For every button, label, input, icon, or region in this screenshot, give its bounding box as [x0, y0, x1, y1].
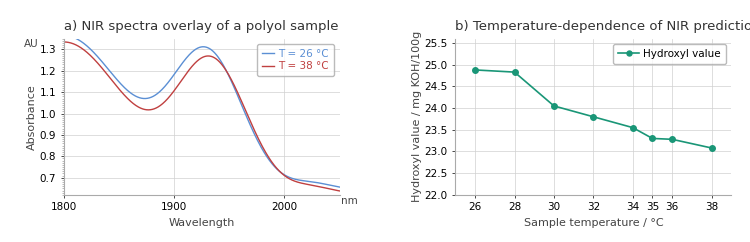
- T = 38 °C: [279, 174, 288, 176]
- Line: T = 38 °C: T = 38 °C: [64, 42, 340, 191]
- Y-axis label: Hydroxyl value / mg KOH/100g: Hydroxyl value / mg KOH/100g: [412, 31, 422, 202]
- Legend: Hydroxyl value: Hydroxyl value: [613, 44, 726, 64]
- Hydroxyl value: [707, 147, 716, 150]
- T = 38 °C: [171, 88, 180, 91]
- Hydroxyl value: [510, 71, 519, 74]
- Hydroxyl value: [589, 115, 598, 118]
- T = 38 °C: [335, 189, 344, 192]
- T = 26 °C: [335, 186, 344, 189]
- Hydroxyl value: [668, 138, 676, 141]
- T = 38 °C: [59, 40, 68, 43]
- Hydroxyl value: [648, 137, 657, 140]
- T = 38 °C: [274, 169, 284, 172]
- Text: a) NIR spectra overlay of a polyol sample: a) NIR spectra overlay of a polyol sampl…: [64, 20, 338, 33]
- T = 26 °C: [88, 49, 97, 52]
- Legend: T = 26 °C, T = 38 °C: T = 26 °C, T = 38 °C: [256, 44, 334, 76]
- Y-axis label: Absorbance: Absorbance: [27, 84, 37, 150]
- T = 38 °C: [181, 74, 190, 77]
- Text: nm: nm: [341, 196, 358, 206]
- T = 38 °C: [249, 126, 258, 129]
- Text: AU: AU: [24, 39, 38, 49]
- Text: b) Temperature-dependence of NIR prediction: b) Temperature-dependence of NIR predict…: [455, 20, 750, 33]
- Hydroxyl value: [550, 105, 559, 107]
- T = 26 °C: [181, 58, 190, 61]
- T = 26 °C: [171, 71, 180, 74]
- Line: T = 26 °C: T = 26 °C: [64, 36, 340, 187]
- T = 26 °C: [249, 130, 258, 133]
- X-axis label: Sample temperature / °C: Sample temperature / °C: [524, 218, 663, 228]
- T = 26 °C: [274, 169, 284, 172]
- Hydroxyl value: [471, 68, 480, 71]
- Line: Hydroxyl value: Hydroxyl value: [472, 67, 714, 151]
- T = 26 °C: [59, 34, 68, 37]
- Hydroxyl value: [628, 126, 638, 129]
- T = 38 °C: [88, 55, 97, 58]
- X-axis label: Wavelength: Wavelength: [169, 218, 235, 228]
- T = 26 °C: [279, 173, 288, 176]
